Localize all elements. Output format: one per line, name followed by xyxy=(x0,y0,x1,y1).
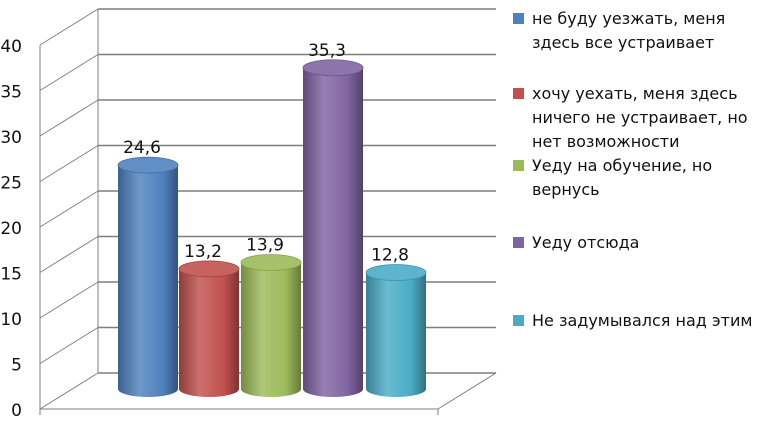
bar-body xyxy=(179,268,239,397)
legend-item: хочу уехать, меня здесь ничего не устраи… xyxy=(513,82,764,154)
bar-top xyxy=(117,156,179,174)
gridline-depth xyxy=(39,281,99,319)
floor-right-edge xyxy=(437,372,497,410)
legend-swatch xyxy=(513,315,524,326)
bar xyxy=(240,254,302,397)
bar-top xyxy=(365,264,427,281)
bar-top xyxy=(302,59,364,77)
y-tick-label: 40 xyxy=(0,37,22,57)
gridline-depth xyxy=(39,145,99,182)
bar xyxy=(178,260,240,397)
gridline-depth xyxy=(39,99,99,137)
legend-label: Уеду на обучение, но вернусь xyxy=(532,156,713,199)
legend-label: не буду уезжать, меня здесь все устраива… xyxy=(532,9,726,52)
legend-label: Не задумывался над этим xyxy=(532,311,753,330)
bar xyxy=(365,264,427,397)
y-tick-label: 5 xyxy=(11,356,22,376)
y-tick-label: 20 xyxy=(0,219,22,239)
bar-body xyxy=(366,272,426,397)
data-label: 13,9 xyxy=(246,236,284,256)
legend-swatch xyxy=(513,160,524,171)
data-labels-layer: 24,6 13,2 13,9 35,3 12,8 xyxy=(123,41,409,266)
gridline-depth xyxy=(39,236,99,273)
legend-label: Уеду отсюда xyxy=(532,233,640,252)
y-tick-label: 15 xyxy=(0,265,22,285)
gridline-depth xyxy=(39,190,99,228)
gridline-depth xyxy=(39,327,99,364)
y-tick-label: 0 xyxy=(11,401,22,421)
gridline-depth xyxy=(39,8,99,46)
bar-body xyxy=(241,262,301,397)
bar-body xyxy=(118,165,178,397)
data-label: 35,3 xyxy=(308,41,346,61)
y-tick-label: 10 xyxy=(0,310,22,330)
bars-layer xyxy=(117,59,427,398)
legend-item: не буду уезжать, меня здесь все устраива… xyxy=(513,7,764,55)
legend-swatch xyxy=(513,237,524,248)
gridline-depth xyxy=(39,54,99,91)
bar-top xyxy=(178,260,240,278)
bar-body xyxy=(303,67,363,398)
data-label: 13,2 xyxy=(184,242,222,262)
data-label: 24,6 xyxy=(123,138,161,158)
legend-swatch xyxy=(513,13,524,24)
bar xyxy=(117,156,179,397)
legend-item: Уеду на обучение, но вернусь xyxy=(513,154,764,202)
legend-item: Уеду отсюда xyxy=(513,231,764,255)
y-tick-label: 35 xyxy=(0,83,22,103)
y-tick-label: 30 xyxy=(0,128,22,148)
legend-label: хочу уехать, меня здесь ничего не устраи… xyxy=(532,84,748,151)
legend-item: Не задумывался над этим xyxy=(513,309,764,333)
legend-swatch xyxy=(513,88,524,99)
y-axis: 0 5 10 15 20 25 30 35 40 xyxy=(0,9,497,421)
bar-top xyxy=(240,254,302,271)
chart-legend: не буду уезжать, меня здесь все устраива… xyxy=(513,0,766,425)
data-label: 12,8 xyxy=(371,246,409,266)
y-tick-label: 25 xyxy=(0,174,22,194)
gridline-depth xyxy=(39,372,99,410)
bar xyxy=(302,59,364,398)
